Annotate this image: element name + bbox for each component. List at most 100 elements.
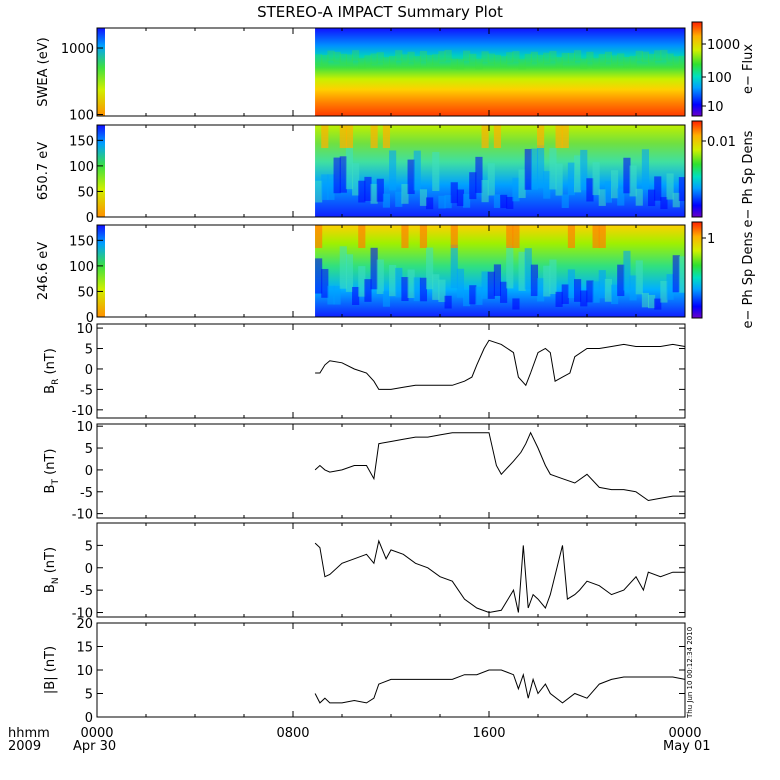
y-tick-label: 5 (85, 442, 93, 457)
spectrogram-cell (580, 290, 588, 307)
spectrogram-cell (358, 58, 366, 69)
y-tick-label: 100 (69, 260, 94, 275)
spectrogram-cell (475, 156, 483, 193)
spectrogram-cell (543, 171, 551, 199)
y-axis-label: BT (nT) (43, 449, 61, 494)
spectrogram-cell (555, 125, 563, 148)
y-axis-label: SWEA (eV) (36, 37, 51, 106)
spectrogram-cell (481, 271, 489, 299)
spectrogram-cell (506, 225, 514, 248)
spectrogram-cell (487, 163, 495, 196)
y-tick-label: 150 (69, 234, 94, 249)
spectrogram-cell (469, 172, 477, 200)
spectrogram-cell (339, 53, 347, 65)
spectrogram-stub (97, 28, 105, 116)
plot-title: STEREO-A IMPACT Summary Plot (257, 3, 503, 21)
spectrogram-cell (444, 295, 452, 309)
spectrogram-cell (586, 178, 594, 202)
colorbar-label: e− Flux (741, 44, 756, 94)
spectrogram-cell (463, 289, 471, 307)
spectrogram-cell (654, 176, 662, 201)
colorbar-label: e− Ph Sp Dens (741, 231, 756, 328)
spectrogram-cell (321, 268, 329, 298)
spectrogram-cell (493, 264, 502, 296)
spectrogram-panel-3: 150 100 50 0 246.6 eV (36, 224, 686, 326)
spectrogram-cell (623, 157, 631, 194)
spectrogram-cell (611, 55, 619, 66)
spectrogram-panel-1: 1000 100 SWEA (eV) (36, 27, 686, 124)
spectrogram-cell (321, 125, 329, 148)
spectrogram-cell (364, 55, 372, 66)
spectrogram-cell (413, 56, 421, 67)
spectrogram-cell (339, 125, 347, 148)
spectrogram-cell (382, 193, 391, 208)
spectrogram-cell (512, 51, 520, 62)
spectrogram-cell (370, 125, 378, 148)
spectrogram-cell (561, 194, 569, 208)
spectrogram-cell (407, 159, 415, 195)
spectrogram-cell (500, 281, 508, 303)
spectrogram-cell (567, 162, 576, 196)
spectrogram-cell (543, 265, 551, 297)
x-axis-row2-label: 2009 (8, 739, 41, 754)
spectrogram-cell (395, 267, 403, 298)
spectrogram-cell (333, 51, 341, 63)
x-tick-label: 0000 (668, 726, 701, 741)
y-axis-label: 246.6 eV (36, 242, 51, 300)
spectrogram-cell (580, 58, 588, 70)
spectrogram-cell (617, 188, 625, 206)
spectrogram-cell (518, 169, 526, 198)
spectrogram-cell (469, 285, 477, 305)
spectrogram-cell (450, 58, 458, 70)
spectrogram-cell (549, 148, 557, 190)
spectrogram-cell (567, 269, 576, 298)
spectrogram-cell (321, 174, 329, 200)
spectrogram-cell (432, 274, 440, 300)
spectrogram-cell (537, 54, 545, 66)
y-tick-label: 5 (85, 688, 93, 703)
x-tick-label: 1600 (472, 726, 505, 741)
colorbar-tick-label: 100 (707, 71, 732, 86)
spectrogram-cell (543, 52, 551, 64)
spectrogram-cell (401, 184, 409, 204)
spectrogram-cell (678, 55, 685, 67)
spectrogram-cell (549, 50, 557, 62)
panel-frame (96, 522, 686, 618)
spectrogram-cell (586, 280, 594, 303)
spectrogram-cell (604, 181, 613, 203)
spectrogram-cell (456, 189, 465, 207)
spectrogram-cell (475, 58, 483, 70)
spectrogram-cell (604, 51, 613, 63)
y-tick-label: 150 (69, 134, 94, 149)
spectrogram-cell (604, 278, 613, 302)
spectrogram-cell (333, 285, 341, 305)
spectrogram-image (315, 125, 685, 217)
spectrogram-cell (444, 195, 452, 209)
spectrogram-cell (648, 189, 656, 207)
y-tick-label: 0 (85, 562, 93, 577)
spectrogram-cell (339, 246, 347, 289)
y-tick-label: 10 (76, 322, 93, 337)
colorbar-tick-label: 1 (707, 232, 715, 247)
timestamp: Thu Jun 10 00:12:34 2010 (686, 627, 694, 719)
spectrogram-cell (666, 173, 674, 200)
line-panels: 10 5 0 -5 -10 BR (nT) 10 5 0 -5 -10 BT (nT) 5 0 -5 -10 B… (43, 322, 686, 726)
y-tick-label: 100 (69, 109, 94, 124)
spectrogram-cell (481, 125, 489, 148)
spectrogram-cell (654, 298, 662, 310)
spectrogram-cell (352, 286, 360, 305)
spectrogram-cell (487, 271, 495, 299)
y-tick-label: 0 (86, 211, 94, 226)
spectrogram-cell (598, 270, 606, 299)
colorbar-tick-label: 0.01 (707, 135, 736, 150)
series-line (314, 669, 686, 704)
spectrogram-image (315, 225, 685, 317)
spectrogram-cell (654, 50, 662, 61)
spectrogram-cell (444, 49, 452, 61)
line-panel-2: 10 5 0 -5 -10 BT (nT) (43, 420, 686, 523)
colorbar-gradient (691, 221, 703, 319)
y-axis-label: 650.7 eV (36, 142, 51, 200)
spectrogram-cell (419, 189, 428, 206)
spectrogram-cell (641, 149, 650, 190)
spectrogram-cell (407, 51, 415, 63)
